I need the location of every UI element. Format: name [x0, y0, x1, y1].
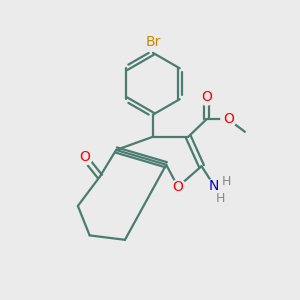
Text: N: N	[208, 179, 219, 193]
Text: O: O	[172, 180, 183, 194]
Text: H: H	[222, 176, 231, 188]
Text: O: O	[201, 90, 212, 104]
Text: Br: Br	[145, 34, 160, 49]
Text: O: O	[223, 112, 234, 126]
Text: H: H	[216, 192, 225, 205]
Text: O: O	[79, 150, 90, 164]
